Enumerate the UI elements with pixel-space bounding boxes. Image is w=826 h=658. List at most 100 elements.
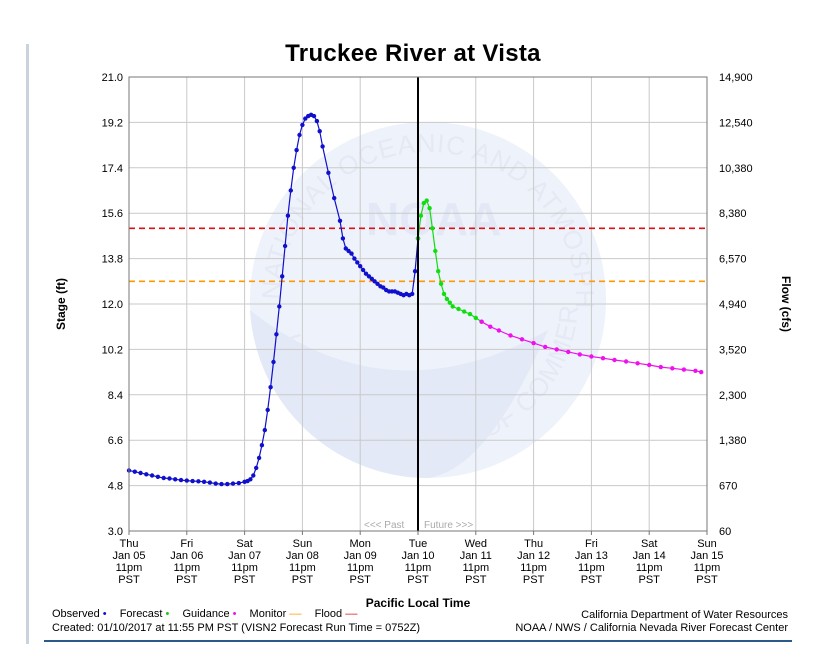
x-tick-date: Jan 10 [401, 550, 434, 562]
left-tick-label: 15.6 [102, 208, 123, 220]
x-tick-tz: PST [696, 574, 718, 586]
series-guidance-point [427, 206, 432, 211]
series-observed-point [297, 132, 302, 138]
series-observed-point [190, 478, 195, 484]
series-observed-point [280, 274, 285, 279]
legend-guidance-label: Guidance [182, 608, 230, 620]
x-tick-day: Sun [697, 538, 717, 550]
x-tick-date: Jan 11 [460, 550, 492, 562]
legend-monitor-line-marker: –– [289, 608, 302, 620]
series-observed-point [363, 271, 369, 276]
y-axis-title-left: Stage (ft) [54, 278, 68, 330]
series-monitor-point [612, 357, 617, 363]
series-monitor-point [647, 362, 652, 368]
series-observed-point [178, 477, 184, 483]
x-tick-time: 11pm [520, 562, 547, 574]
right-tick-label: 670 [719, 481, 737, 493]
legend-monitor-marker: • [232, 608, 237, 620]
series-observed-point [256, 455, 262, 461]
right-tick-label: 1,380 [719, 435, 747, 447]
series-guidance-point [421, 200, 426, 206]
series-observed-point [412, 269, 418, 274]
x-tick-tz: PST [465, 574, 487, 586]
chart-title: Truckee River at Vista [285, 40, 541, 67]
series-observed-point [173, 477, 178, 482]
threshold-lines [129, 227, 707, 283]
series-observed-point [285, 213, 291, 218]
series-observed-point [332, 195, 337, 201]
series-observed-point [352, 256, 357, 261]
right-tick-label: 8,380 [719, 208, 747, 220]
series-observed-point [291, 165, 296, 170]
series-observed-point [303, 116, 308, 121]
series-observed-point [132, 469, 137, 474]
series-observed-point [349, 251, 354, 256]
left-tick-label: 12.0 [102, 299, 123, 311]
series-observed-point [262, 427, 267, 433]
past-label: <<< Past [364, 520, 405, 531]
x-tick-tz: PST [638, 574, 660, 586]
series-monitor-point [693, 368, 698, 373]
right-tick-label: 4,940 [719, 299, 747, 311]
series-observed-point [282, 243, 288, 249]
series-guidance-point [436, 269, 441, 274]
x-tick-date: Jan 12 [517, 550, 550, 562]
x-tick-time: 11pm [462, 562, 489, 574]
left-tick-label: 6.6 [108, 435, 123, 447]
series-monitor-point [531, 340, 536, 346]
y-axis-title-right: Flow (cfs) [779, 276, 793, 332]
x-tick-tz: PST [176, 574, 198, 586]
legend-guidance-marker: • [165, 608, 170, 620]
x-tick-time: 11pm [636, 562, 663, 574]
series-observed-point [337, 218, 343, 223]
legend-flood-label: Flood [314, 608, 343, 620]
x-tick-time: 11pm [347, 562, 374, 574]
series-observed-point [343, 246, 348, 251]
series-observed-point [207, 480, 213, 485]
legend-monitor-label: Monitor [249, 608, 287, 620]
axes: <<< Past Future >>> 21.0 19.2 17.4 15.6 13.8 12… [54, 72, 793, 610]
series-guidance-point [444, 296, 450, 302]
right-tick-label: 12,540 [719, 117, 753, 129]
x-tick-tz: PST [349, 574, 371, 586]
x-tick-time: 11pm [694, 562, 721, 574]
x-tick-day: Fri [180, 538, 193, 550]
series-guidance-point [456, 306, 461, 312]
series-monitor-point [623, 359, 629, 364]
series-guidance-point [424, 198, 429, 203]
x-tick-day: Wed [465, 538, 487, 550]
series-observed-point [167, 476, 172, 481]
series-observed-point [268, 385, 273, 390]
series-observed-point [366, 274, 372, 279]
right-tick-label: 60 [719, 526, 731, 538]
x-tick-tz: PST [407, 574, 429, 586]
series-monitor-point [479, 319, 484, 324]
left-border [26, 44, 29, 644]
left-tick-label: 19.2 [102, 117, 123, 129]
created-timestamp: Created: 01/10/2017 at 11:55 PM PST (VIS… [52, 622, 420, 634]
legend-forecast-marker: • [102, 608, 107, 620]
noaa-watermark: NATIONAL OCEANIC AND ATMOSPHERIC ADMINIS… [0, 0, 606, 479]
series-monitor-point [635, 361, 640, 366]
x-tick-day: Fri [585, 538, 598, 550]
left-tick-label: 17.4 [102, 163, 123, 175]
legend-forecast-label: Forecast [119, 608, 163, 620]
series-monitor-point [543, 344, 548, 350]
series-guidance-point [473, 315, 478, 321]
series-guidance-point [450, 304, 455, 309]
x-tick-day: Thu [120, 538, 139, 550]
x-tick-tz: PST [523, 574, 545, 586]
x-tick-date: Jan 14 [633, 550, 666, 562]
series-observed-point [184, 478, 189, 483]
x-tick-day: Thu [524, 538, 543, 550]
left-tick-label: 3.0 [108, 526, 123, 538]
x-tick-time: 11pm [289, 562, 316, 574]
series-observed-point [144, 472, 149, 477]
left-tick-label: 8.4 [108, 390, 123, 402]
series-observed-point [355, 260, 360, 265]
series-observed-point [300, 122, 305, 128]
series-guidance-point [467, 311, 473, 317]
x-tick-time: 11pm [405, 562, 432, 574]
series-monitor-point [496, 328, 502, 333]
